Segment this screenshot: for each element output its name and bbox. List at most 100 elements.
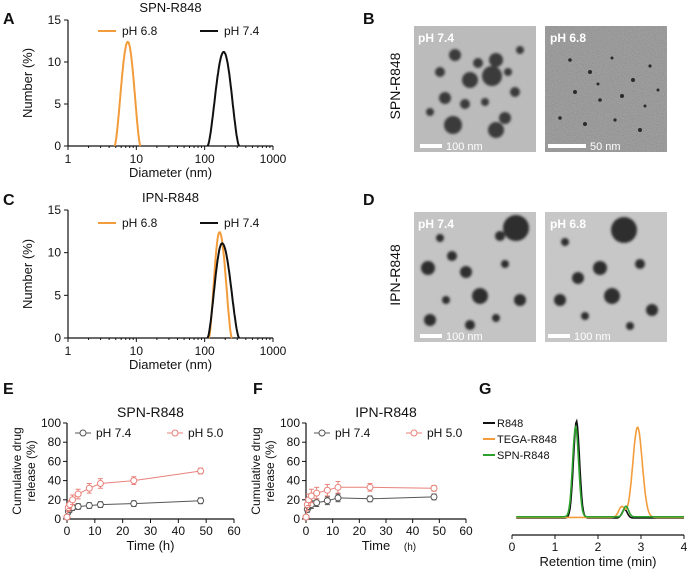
data-point — [197, 497, 205, 505]
y-tick-label: 0 — [293, 512, 300, 526]
data-point — [96, 501, 104, 509]
x-tick-label: 10 — [130, 152, 144, 166]
legend-label: SPN-R848 — [497, 450, 550, 462]
y-tick-label: 5 — [54, 97, 61, 111]
chart-a-spn-size: SPN-R848 1 10 100 1000 0 5 10 15 Diameter (nm) Num… — [20, 0, 287, 180]
tem-b-right-scale: 50 nm — [590, 141, 621, 153]
y-axis-label: Cumulative drug — [249, 427, 263, 514]
tem-d-right — [545, 212, 667, 342]
y-tick-label: 0 — [54, 512, 61, 526]
data-point — [302, 513, 310, 521]
x-tick-label: 1 — [65, 152, 72, 166]
x-tick-label: 40 — [406, 524, 420, 538]
legend-label: TEGA-R848 — [497, 434, 557, 446]
chart-title: SPN-R848 — [139, 0, 201, 15]
data-point — [430, 484, 438, 492]
data-point — [130, 477, 138, 485]
x-tick-label: 50 — [199, 524, 213, 538]
data-point — [366, 483, 374, 491]
x-tick-label: 3 — [638, 540, 645, 554]
tem-d-right-scale: 100 nm — [574, 331, 611, 343]
tem-b-left-ph: pH 7.4 — [418, 31, 454, 45]
panel-letter-d: D — [363, 192, 375, 209]
x-tick-label: 4 — [681, 540, 688, 554]
tem-b-left — [414, 26, 536, 152]
row-label-d: IPN-R848 — [387, 244, 403, 306]
data-point — [323, 486, 331, 494]
y-axis-label: Cumulative drug — [10, 427, 24, 514]
x-tick-label: 1000 — [260, 344, 287, 358]
y-tick-label: 15 — [48, 13, 62, 27]
y-tick-label: 10 — [48, 246, 62, 260]
data-point — [307, 492, 315, 500]
y-axis-label: Number (%) — [20, 239, 35, 309]
x-tick-label: 60 — [227, 524, 241, 538]
chart-title: SPN-R848 — [117, 404, 184, 420]
y-tick-label: 5 — [54, 288, 61, 302]
legend-label: pH 7.4 — [96, 426, 132, 440]
y-tick-label: 60 — [48, 454, 62, 468]
x-tick-label: 40 — [172, 524, 186, 538]
data-point — [313, 499, 321, 507]
legend-label: pH 7.4 — [335, 426, 371, 440]
x-tick-label: 0 — [509, 540, 516, 554]
y-tick-label: 0 — [54, 331, 61, 345]
legend-marker — [410, 429, 418, 437]
panel-letter-b: B — [363, 11, 375, 28]
chart-e-spn-release: SPN-R848 0 10 20 30 40 50 60 0 20 40 60 80 100 Time (h… — [10, 404, 241, 553]
y-tick-label: 20 — [48, 493, 62, 507]
y-tick-label: 80 — [287, 435, 301, 449]
tem-d-right-ph: pH 6.8 — [550, 217, 586, 231]
y-axis-label: Number (%) — [20, 48, 35, 118]
y-tick-label: 20 — [287, 493, 301, 507]
chart-g-gpc: 0 1 2 3 4 Retention time (min) R848 TEGA-R848 SP… — [483, 418, 688, 569]
data-point — [85, 502, 93, 510]
y-tick-label: 80 — [48, 435, 62, 449]
legend-label: pH 6.8 — [122, 24, 158, 38]
data-point — [430, 493, 438, 501]
data-point — [366, 495, 374, 503]
panel-letter-c: C — [3, 192, 15, 209]
x-tick-label: 30 — [144, 524, 158, 538]
x-tick-label: 100 — [195, 152, 215, 166]
row-label-b: SPN-R848 — [387, 52, 403, 119]
y-tick-label: 15 — [48, 203, 62, 217]
data-point — [63, 513, 71, 521]
data-point — [96, 479, 104, 487]
chart-title: IPN-R848 — [355, 404, 417, 420]
legend-label: pH 5.0 — [188, 426, 224, 440]
x-tick-label: 1000 — [260, 152, 287, 166]
x-axis-label: Time (h) — [127, 538, 175, 553]
data-point — [74, 490, 82, 498]
x-tick-label: 10 — [88, 524, 102, 538]
x-tick-label: 0 — [303, 524, 310, 538]
legend-label: R848 — [497, 418, 523, 430]
legend-label: pH 7.4 — [224, 216, 260, 230]
series-line-pH-7-4 — [206, 50, 241, 147]
tem-b-right-ph: pH 6.8 — [550, 31, 586, 45]
tem-d-left-scale: 100 nm — [446, 331, 483, 343]
data-point — [313, 489, 321, 497]
x-tick-label: 20 — [353, 524, 367, 538]
legend-marker — [171, 429, 179, 437]
x-axis-label: Diameter (nm) — [129, 165, 212, 180]
panel-letter-a: A — [3, 11, 15, 28]
tem-d-left — [414, 212, 536, 342]
panel-letter-f: F — [253, 381, 263, 398]
data-point — [197, 467, 205, 475]
data-point — [85, 484, 93, 492]
x-tick-label: 30 — [379, 524, 393, 538]
chart-f-ipn-release: IPN-R848 0 10 20 30 40 50 60 0 20 40 60 80 100 Time (h)… — [249, 404, 473, 553]
y-tick-label: 100 — [41, 416, 61, 430]
x-tick-label: 1 — [552, 540, 559, 554]
x-tick-label: 10 — [130, 344, 144, 358]
x-axis-label: Retention time (min) — [539, 554, 656, 569]
series-line-pH-7-4 — [206, 242, 241, 339]
data-point — [69, 496, 77, 504]
x-tick-label: 2 — [595, 540, 602, 554]
chart-c-ipn-size: IPN-R848 1 10 100 1000 0 5 10 15 Diameter (nm) Num… — [20, 190, 287, 372]
x-tick-label: 1 — [65, 344, 72, 358]
data-point — [334, 494, 342, 502]
y-tick-label: 0 — [54, 139, 61, 153]
